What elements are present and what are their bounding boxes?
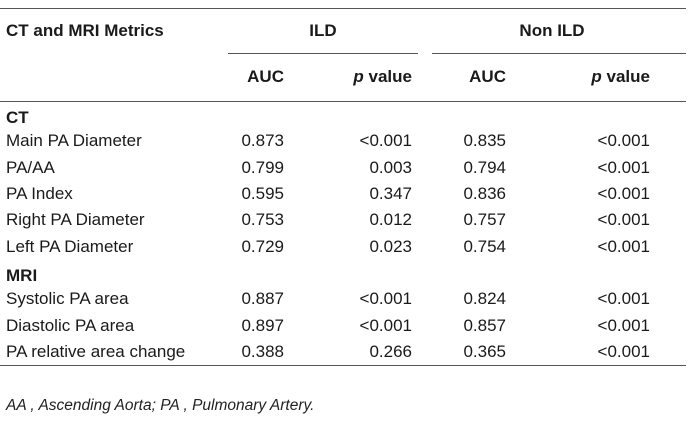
ild-auc: 0.388 [228,338,306,367]
non-ild-p-value: <0.001 [597,183,650,203]
table-row: PA relative area change 0.388 0.266 0.36… [0,338,686,367]
non-ild-p-value: <0.001 [597,210,650,230]
section-title: CT [6,108,29,127]
ild-p-value: <0.001 [359,289,412,309]
ild-p-value: 0.023 [369,236,412,256]
ild-p-value: <0.001 [359,131,412,151]
table-row: PA Index 0.595 0.347 0.836 <0.001 [0,181,686,207]
section-header-mri: MRI [0,260,686,286]
ild-auc: 0.753 [241,210,284,230]
metric-name: PA relative area change [0,338,228,367]
non-ild-auc: 0.835 [463,131,506,151]
p-value-text: value [601,67,650,86]
subheader-ild-p-value: p value [306,53,418,102]
ild-auc: 0.799 [241,157,284,177]
corner-header: CT and MRI Metrics [6,20,164,40]
table-row: Diastolic PA area 0.897 <0.001 0.857 <0.… [0,312,686,338]
non-ild-auc: 0.754 [463,236,506,256]
non-ild-auc: 0.857 [463,315,506,335]
table-row: Right PA Diameter 0.753 0.012 0.757 <0.0… [0,207,686,233]
ild-auc: 0.873 [241,131,284,151]
metric-name: Systolic PA area [6,289,129,309]
section-title: MRI [6,265,38,285]
table-row: Systolic PA area 0.887 <0.001 0.824 <0.0… [0,286,686,312]
p-italic: p [353,67,364,86]
metric-name: Right PA Diameter [6,210,145,230]
results-table: CT and MRI Metrics ILD Non ILD AUC p val… [0,8,686,367]
non-ild-p-value: <0.001 [597,315,650,335]
non-ild-p-value: <0.001 [597,236,650,256]
subheader-non-ild-p-value: p value [528,53,686,102]
metric-name: Left PA Diameter [6,236,134,256]
section-header-ct: CT [0,102,686,129]
table-row: Left PA Diameter 0.729 0.023 0.754 <0.00… [0,234,686,260]
ild-p-value: 0.266 [306,338,418,367]
group-header-non-ild: Non ILD [519,20,585,40]
non-ild-auc: 0.757 [463,210,506,230]
metric-name: PA Index [6,183,73,203]
group-header-ild: ILD [309,20,337,40]
ild-p-value: <0.001 [359,315,412,335]
metric-name: PA/AA [6,157,55,177]
non-ild-p-value: <0.001 [597,157,650,177]
ild-p-value: 0.347 [369,183,412,203]
metric-name: Diastolic PA area [6,315,135,335]
subheader-ild-auc: AUC [228,53,306,102]
subheader-row: AUC p value AUC p value [0,53,686,102]
ild-auc: 0.887 [241,289,284,309]
non-ild-p-value: <0.001 [528,338,686,367]
p-italic: p [591,67,602,86]
metric-name: Main PA Diameter [6,131,142,151]
non-ild-auc: 0.365 [418,338,528,367]
table-footnote: AA , Ascending Aorta; PA , Pulmonary Art… [6,397,315,414]
ild-auc: 0.729 [241,236,284,256]
non-ild-auc: 0.794 [463,157,506,177]
non-ild-p-value: <0.001 [597,289,650,309]
group-header-row: CT and MRI Metrics ILD Non ILD [0,8,686,53]
ild-p-value: 0.012 [369,210,412,230]
table-row: PA/AA 0.799 0.003 0.794 <0.001 [0,154,686,180]
subheader-non-ild-auc: AUC [418,53,528,102]
non-ild-auc: 0.836 [463,183,506,203]
subheader-empty [0,53,228,102]
ild-auc: 0.897 [241,315,284,335]
p-value-text: value [363,67,412,86]
top-rule [0,8,686,9]
ild-p-value: 0.003 [369,157,412,177]
ild-auc: 0.595 [241,183,284,203]
table-row: Main PA Diameter 0.873 <0.001 0.835 <0.0… [0,128,686,154]
non-ild-p-value: <0.001 [597,131,650,151]
non-ild-auc: 0.824 [463,289,506,309]
